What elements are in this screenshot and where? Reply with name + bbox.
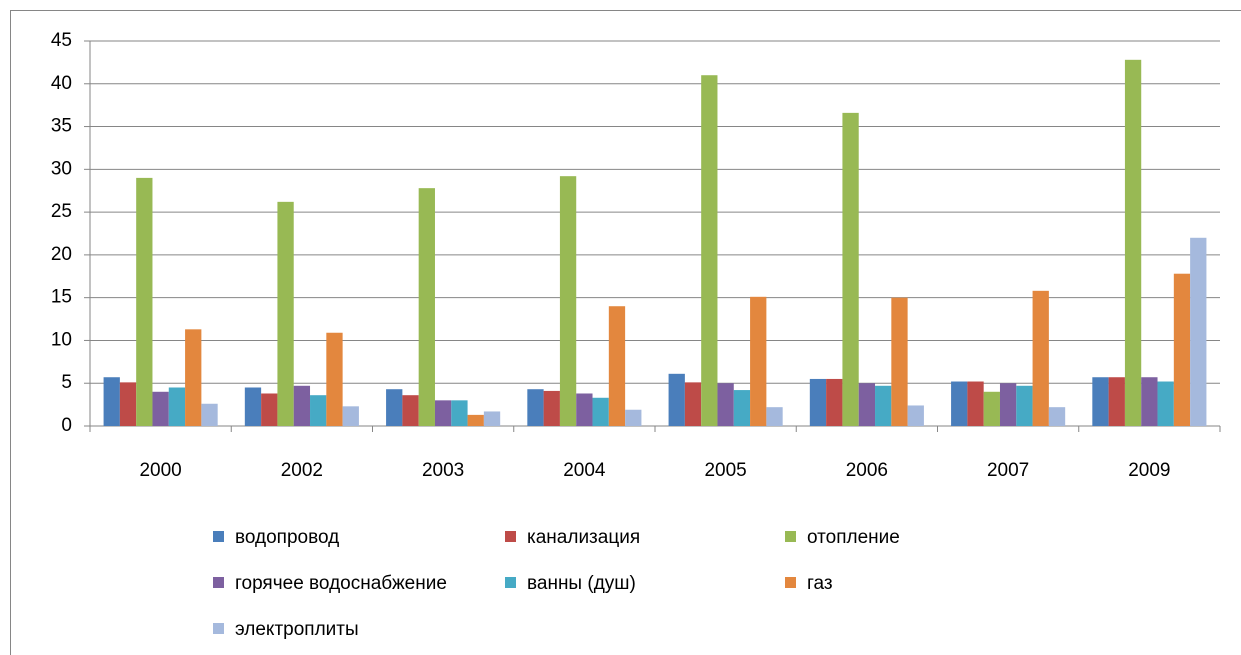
legend-swatch: [213, 623, 224, 634]
bar: [293, 385, 311, 426]
bar: [483, 411, 501, 426]
bar: [261, 393, 278, 426]
legend-swatch: [213, 531, 224, 542]
legend-label: ванны (душ): [527, 573, 636, 594]
bar: [342, 406, 359, 426]
x-tick-label: 2006: [846, 460, 888, 481]
legend-swatch: [785, 531, 796, 542]
bar: [559, 176, 577, 426]
bar: [434, 400, 452, 426]
bar: [826, 378, 843, 426]
legend-swatch: [505, 577, 516, 588]
x-tick-label: 2009: [1128, 460, 1170, 481]
bar: [951, 381, 968, 426]
bar: [386, 389, 403, 426]
bar: [842, 112, 859, 426]
legend-label: газ: [807, 573, 833, 594]
legend-swatch: [213, 577, 224, 588]
y-tick-label: 35: [51, 116, 72, 137]
bar: [875, 385, 892, 426]
bar: [1173, 273, 1191, 426]
bar: [310, 395, 327, 426]
y-tick-label: 45: [51, 30, 72, 51]
bar: [277, 201, 294, 426]
bar: [967, 381, 984, 426]
bar: [733, 390, 751, 426]
legend-label: отопление: [807, 527, 900, 548]
legend-label: электроплиты: [235, 619, 359, 640]
bar: [608, 306, 626, 426]
bar: [103, 377, 120, 426]
bar: [592, 397, 609, 426]
bar: [1190, 237, 1207, 426]
bar: [543, 390, 560, 426]
y-tick-label: 30: [51, 158, 72, 179]
y-tick-label: 0: [61, 415, 72, 436]
bar: [1032, 290, 1049, 426]
bar: [858, 383, 876, 426]
bar: [1108, 377, 1125, 426]
bar: [527, 389, 544, 426]
x-tick-label: 2005: [704, 460, 746, 481]
legend-swatch: [785, 577, 796, 588]
y-tick-label: 10: [51, 329, 72, 350]
bar: [451, 400, 468, 426]
y-tick-label: 25: [51, 201, 72, 222]
legend-label: горячее водоснабжение: [235, 573, 447, 594]
bar: [1157, 381, 1174, 426]
bar: [668, 373, 685, 426]
bar: [168, 387, 186, 426]
bar: [701, 75, 718, 426]
bar: [576, 393, 593, 426]
bar: [185, 329, 202, 426]
y-tick-label: 15: [51, 287, 72, 308]
bar: [809, 378, 827, 426]
legend-swatch: [505, 531, 516, 542]
bar: [418, 188, 435, 426]
bar: [625, 409, 642, 426]
x-tick-label: 2002: [281, 460, 323, 481]
y-tick-label: 5: [61, 372, 72, 393]
x-tick-label: 2000: [139, 460, 181, 481]
bar: [717, 383, 734, 426]
bar: [684, 382, 702, 426]
bar: [136, 177, 153, 426]
x-tick-label: 2003: [422, 460, 464, 481]
bar: [1141, 377, 1158, 426]
y-tick-label: 40: [51, 73, 72, 94]
x-tick-label: 2004: [563, 460, 606, 481]
bar: [326, 332, 343, 426]
bar: [244, 387, 262, 426]
bar: [402, 395, 419, 426]
bar: [1124, 59, 1142, 426]
bar: [891, 297, 908, 426]
bar: [1092, 377, 1109, 426]
bar: [766, 407, 783, 426]
bar: [750, 296, 767, 426]
bar: [152, 391, 169, 426]
bar: [983, 391, 1000, 426]
bar: [1048, 407, 1066, 426]
bar: [999, 383, 1017, 426]
bar: [1016, 385, 1033, 426]
legend-label: водопровод: [235, 527, 339, 548]
legend-label: канализация: [527, 527, 640, 548]
bar: [907, 405, 924, 426]
y-tick-label: 20: [51, 244, 72, 265]
bar: [119, 382, 137, 426]
bar: [467, 414, 484, 426]
x-tick-label: 2007: [987, 460, 1029, 481]
bar: [201, 403, 218, 426]
